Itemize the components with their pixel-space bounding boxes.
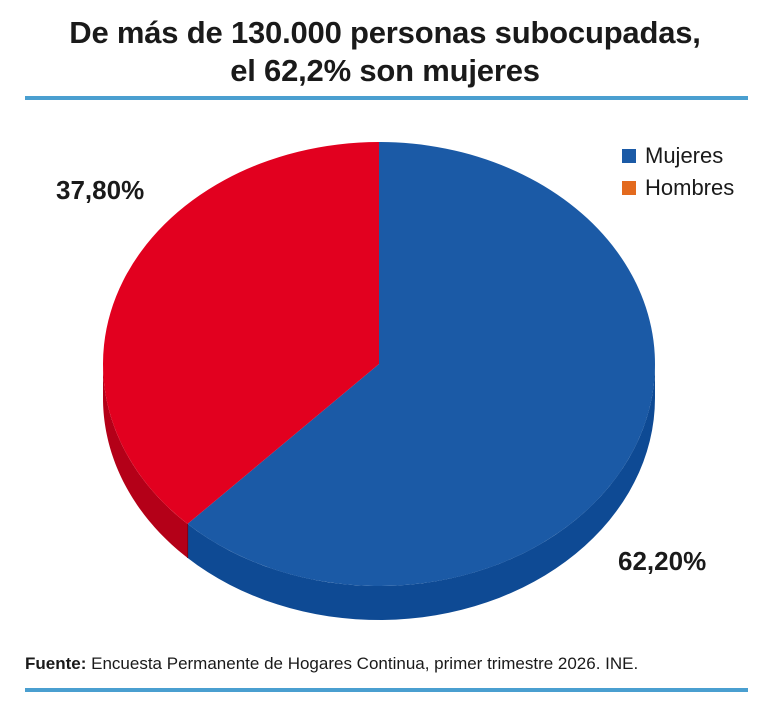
chart-title-line-2: el 62,2% son mujeres <box>230 53 540 88</box>
data-label-mujeres: 62,20% <box>618 546 707 576</box>
pie-side-hombres <box>103 364 188 558</box>
pie-side-mujeres <box>187 364 656 620</box>
pie-slice-mujeres <box>187 142 655 586</box>
chart-title: De más de 130.000 personas subocupadas, … <box>0 14 770 90</box>
data-label-hombres: 37,80% <box>56 175 145 205</box>
legend-item-mujeres: Mujeres <box>622 140 734 172</box>
legend-label-hombres: Hombres <box>645 175 735 200</box>
chart-title-line-1: De más de 130.000 personas subocupadas, <box>69 15 701 50</box>
source-text: Encuesta Permanente de Hogares Continua,… <box>91 654 639 673</box>
top-divider <box>25 96 748 100</box>
legend-swatch-mujeres <box>622 149 636 163</box>
legend-label-mujeres: Mujeres <box>645 143 724 168</box>
legend-swatch-hombres <box>622 181 636 195</box>
legend-item-hombres: Hombres <box>622 172 734 204</box>
bottom-divider <box>25 688 748 692</box>
pie-slice-hombres <box>102 142 380 524</box>
legend: Mujeres Hombres <box>622 140 734 204</box>
source-note: Fuente: Encuesta Permanente de Hogares C… <box>25 654 638 674</box>
source-label: Fuente: <box>25 654 87 673</box>
